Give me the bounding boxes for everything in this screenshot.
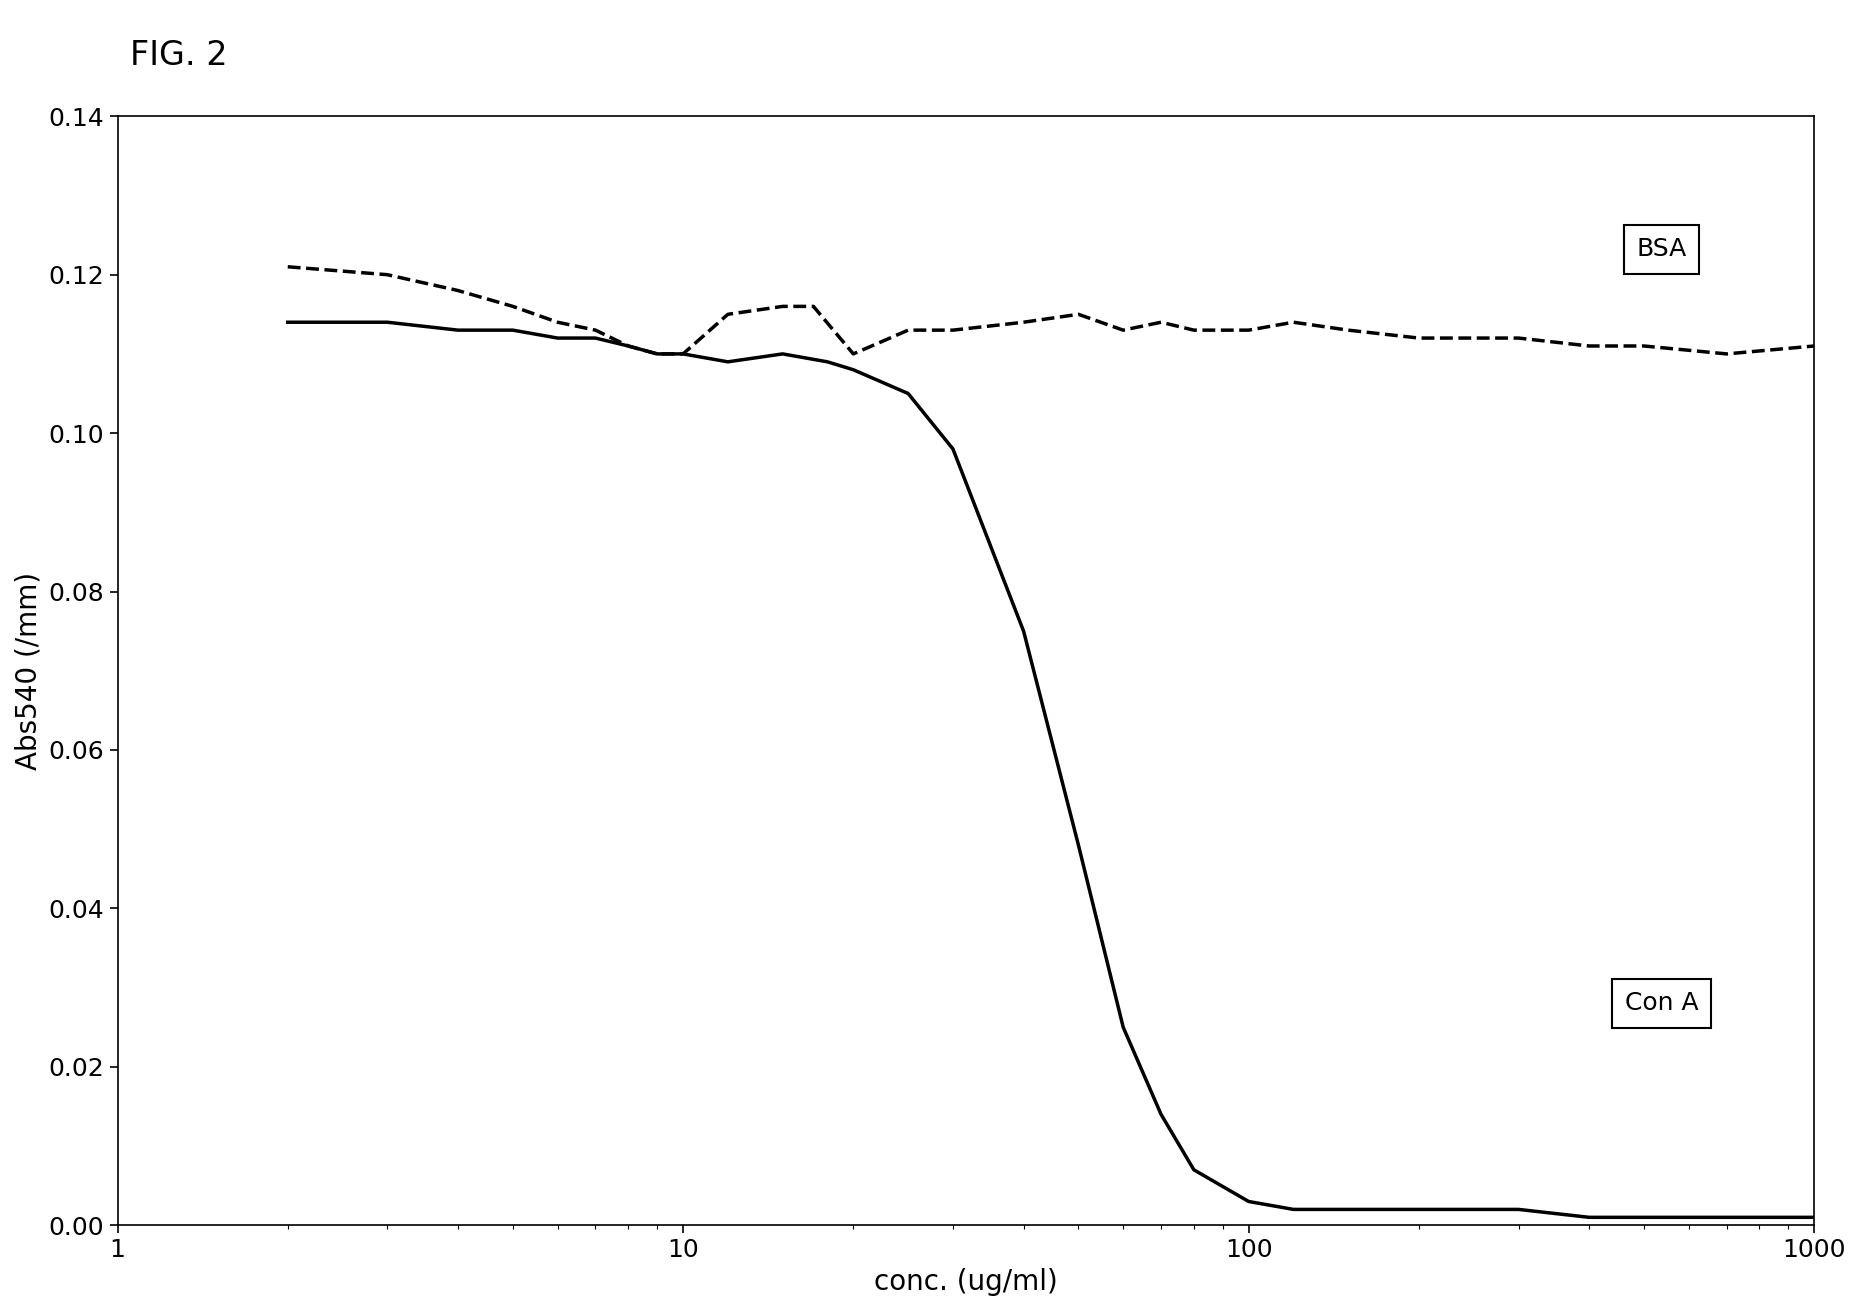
BSA	[1282, 315, 1305, 330]
BSA	[1012, 315, 1035, 330]
BSA	[1716, 346, 1738, 362]
Con A	[502, 323, 525, 338]
BSA	[942, 323, 964, 338]
BSA	[447, 283, 469, 299]
Con A	[1066, 838, 1089, 853]
BSA	[772, 299, 795, 315]
Con A	[672, 346, 694, 362]
Line: Con A: Con A	[288, 323, 1814, 1218]
Con A	[618, 338, 640, 354]
BSA	[277, 258, 300, 274]
Con A	[817, 354, 839, 370]
BSA	[843, 346, 865, 362]
BSA	[1632, 338, 1654, 354]
BSA	[1150, 315, 1172, 330]
Con A	[1507, 1202, 1530, 1218]
Con A	[942, 440, 964, 456]
Con A	[897, 385, 919, 401]
Con A	[1113, 1020, 1135, 1036]
BSA	[547, 315, 569, 330]
Con A	[447, 323, 469, 338]
Con A	[1150, 1106, 1172, 1122]
BSA	[802, 299, 824, 315]
Con A	[1407, 1202, 1429, 1218]
BSA	[1238, 323, 1260, 338]
BSA	[1184, 323, 1206, 338]
Text: BSA: BSA	[1636, 237, 1686, 261]
BSA	[672, 346, 694, 362]
Con A	[1803, 1210, 1826, 1226]
Con A	[716, 354, 739, 370]
BSA	[1507, 330, 1530, 346]
BSA	[1578, 338, 1600, 354]
BSA	[584, 323, 607, 338]
BSA	[716, 307, 739, 323]
Con A	[772, 346, 795, 362]
BSA	[376, 267, 398, 283]
X-axis label: conc. (ug/ml): conc. (ug/ml)	[875, 1268, 1057, 1297]
Con A	[1716, 1210, 1738, 1226]
BSA	[897, 323, 919, 338]
Con A	[1578, 1210, 1600, 1226]
Con A	[1238, 1193, 1260, 1209]
BSA	[1066, 307, 1089, 323]
BSA	[502, 299, 525, 315]
Con A	[843, 362, 865, 378]
Con A	[646, 346, 668, 362]
Con A	[584, 330, 607, 346]
Con A	[1463, 1202, 1485, 1218]
Con A	[277, 315, 300, 330]
Con A	[1184, 1162, 1206, 1177]
Text: Con A: Con A	[1625, 991, 1699, 1016]
BSA	[618, 338, 640, 354]
Con A	[376, 315, 398, 330]
Con A	[1282, 1202, 1305, 1218]
Con A	[1336, 1202, 1359, 1218]
Con A	[547, 330, 569, 346]
Con A	[1012, 623, 1035, 638]
Text: FIG. 2: FIG. 2	[130, 39, 227, 72]
BSA	[646, 346, 668, 362]
Line: BSA: BSA	[288, 266, 1814, 354]
Con A	[1632, 1210, 1654, 1226]
BSA	[1803, 338, 1826, 354]
BSA	[1336, 323, 1359, 338]
BSA	[1407, 330, 1429, 346]
Y-axis label: Abs540 (/mm): Abs540 (/mm)	[15, 572, 43, 770]
BSA	[1113, 323, 1135, 338]
